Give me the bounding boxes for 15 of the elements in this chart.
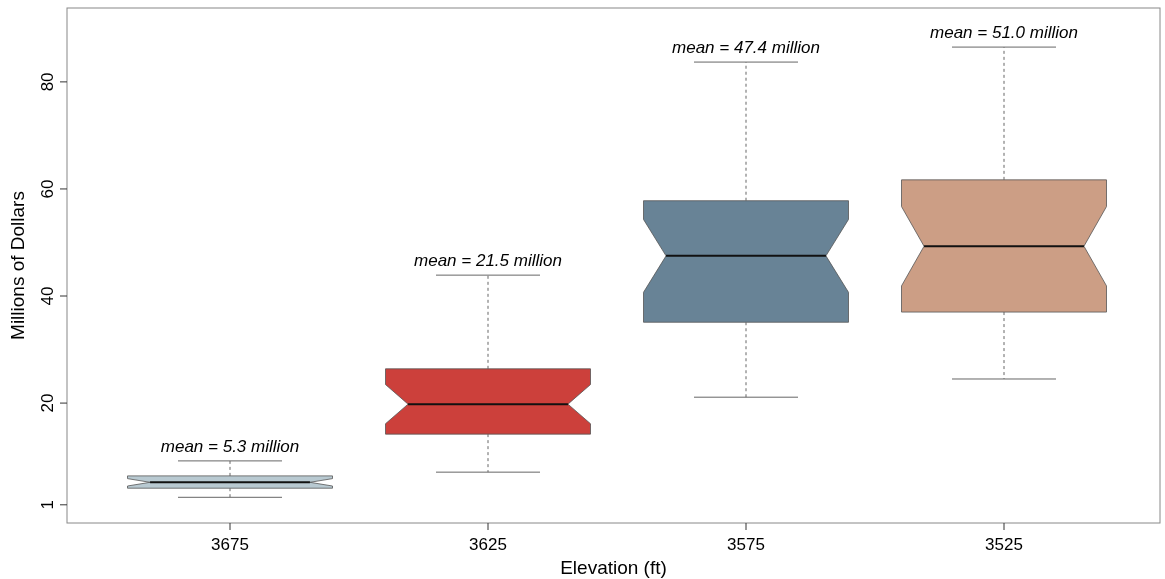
y-tick-label: 20 (38, 393, 57, 413)
y-axis-title: Millions of Dollars (7, 191, 28, 340)
x-tick-label: 3525 (985, 535, 1023, 554)
y-tick-label: 40 (38, 286, 57, 306)
y-tick-label: 80 (38, 72, 57, 92)
x-tick-label: 3575 (727, 535, 765, 554)
x-axis-title: Elevation (ft) (560, 557, 667, 578)
y-tick-label: 60 (38, 179, 57, 199)
annotation: mean = 47.4 million (672, 38, 820, 58)
annotation: mean = 51.0 million (930, 23, 1078, 43)
annotation: mean = 21.5 million (414, 251, 562, 271)
x-tick-label: 3625 (469, 535, 507, 554)
x-tick-label: 3675 (211, 535, 249, 554)
y-tick-label: 1 (38, 500, 57, 510)
annotation: mean = 5.3 million (160, 436, 300, 456)
